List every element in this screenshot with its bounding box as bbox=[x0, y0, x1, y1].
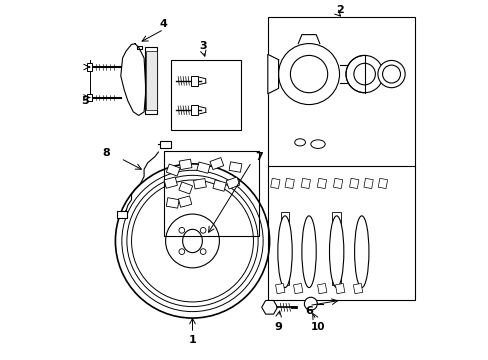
Text: 3: 3 bbox=[199, 41, 206, 50]
Bar bbox=[178, 196, 191, 207]
Bar bbox=[293, 283, 302, 294]
Bar bbox=[317, 283, 326, 294]
Ellipse shape bbox=[354, 216, 368, 288]
Bar bbox=[164, 177, 177, 188]
Bar bbox=[190, 105, 198, 115]
Bar bbox=[285, 178, 294, 189]
Bar bbox=[332, 212, 340, 285]
Bar bbox=[333, 178, 342, 189]
Circle shape bbox=[278, 44, 339, 104]
Bar bbox=[117, 211, 127, 218]
Bar bbox=[166, 198, 179, 208]
Bar bbox=[363, 178, 372, 189]
Circle shape bbox=[377, 60, 405, 88]
Bar bbox=[280, 212, 289, 285]
Text: 2: 2 bbox=[335, 5, 343, 15]
Bar bbox=[160, 141, 171, 148]
Bar bbox=[145, 51, 156, 110]
Polygon shape bbox=[121, 44, 145, 116]
Bar bbox=[87, 63, 92, 71]
Bar bbox=[196, 162, 210, 173]
Ellipse shape bbox=[301, 216, 316, 288]
Ellipse shape bbox=[329, 216, 343, 288]
Text: 7: 7 bbox=[254, 152, 262, 162]
Text: 1: 1 bbox=[188, 334, 196, 345]
Bar bbox=[87, 94, 92, 101]
Text: 4: 4 bbox=[160, 19, 167, 29]
Bar bbox=[349, 178, 358, 189]
Bar bbox=[212, 180, 226, 191]
Bar bbox=[225, 177, 240, 189]
Bar bbox=[228, 162, 242, 172]
Polygon shape bbox=[267, 54, 278, 94]
Text: 5: 5 bbox=[81, 96, 88, 106]
Bar bbox=[163, 151, 258, 235]
Text: 8: 8 bbox=[102, 148, 110, 158]
Bar bbox=[190, 76, 198, 86]
Bar bbox=[378, 178, 387, 189]
Circle shape bbox=[304, 297, 317, 310]
Text: 10: 10 bbox=[310, 322, 325, 332]
Bar bbox=[267, 166, 414, 300]
Bar bbox=[270, 178, 280, 189]
Bar bbox=[267, 17, 414, 167]
Ellipse shape bbox=[277, 216, 292, 288]
Bar bbox=[179, 159, 192, 170]
Bar bbox=[353, 283, 362, 294]
Bar bbox=[275, 283, 285, 294]
Bar bbox=[209, 158, 224, 170]
Bar bbox=[171, 60, 241, 130]
Bar bbox=[193, 179, 206, 189]
Bar bbox=[317, 178, 326, 189]
Bar bbox=[166, 164, 180, 176]
Circle shape bbox=[346, 55, 383, 93]
Bar bbox=[335, 283, 344, 294]
Bar bbox=[301, 178, 310, 189]
Text: 9: 9 bbox=[274, 322, 282, 332]
Text: 6: 6 bbox=[305, 306, 312, 316]
Bar bbox=[179, 182, 192, 194]
Bar bbox=[144, 47, 157, 114]
